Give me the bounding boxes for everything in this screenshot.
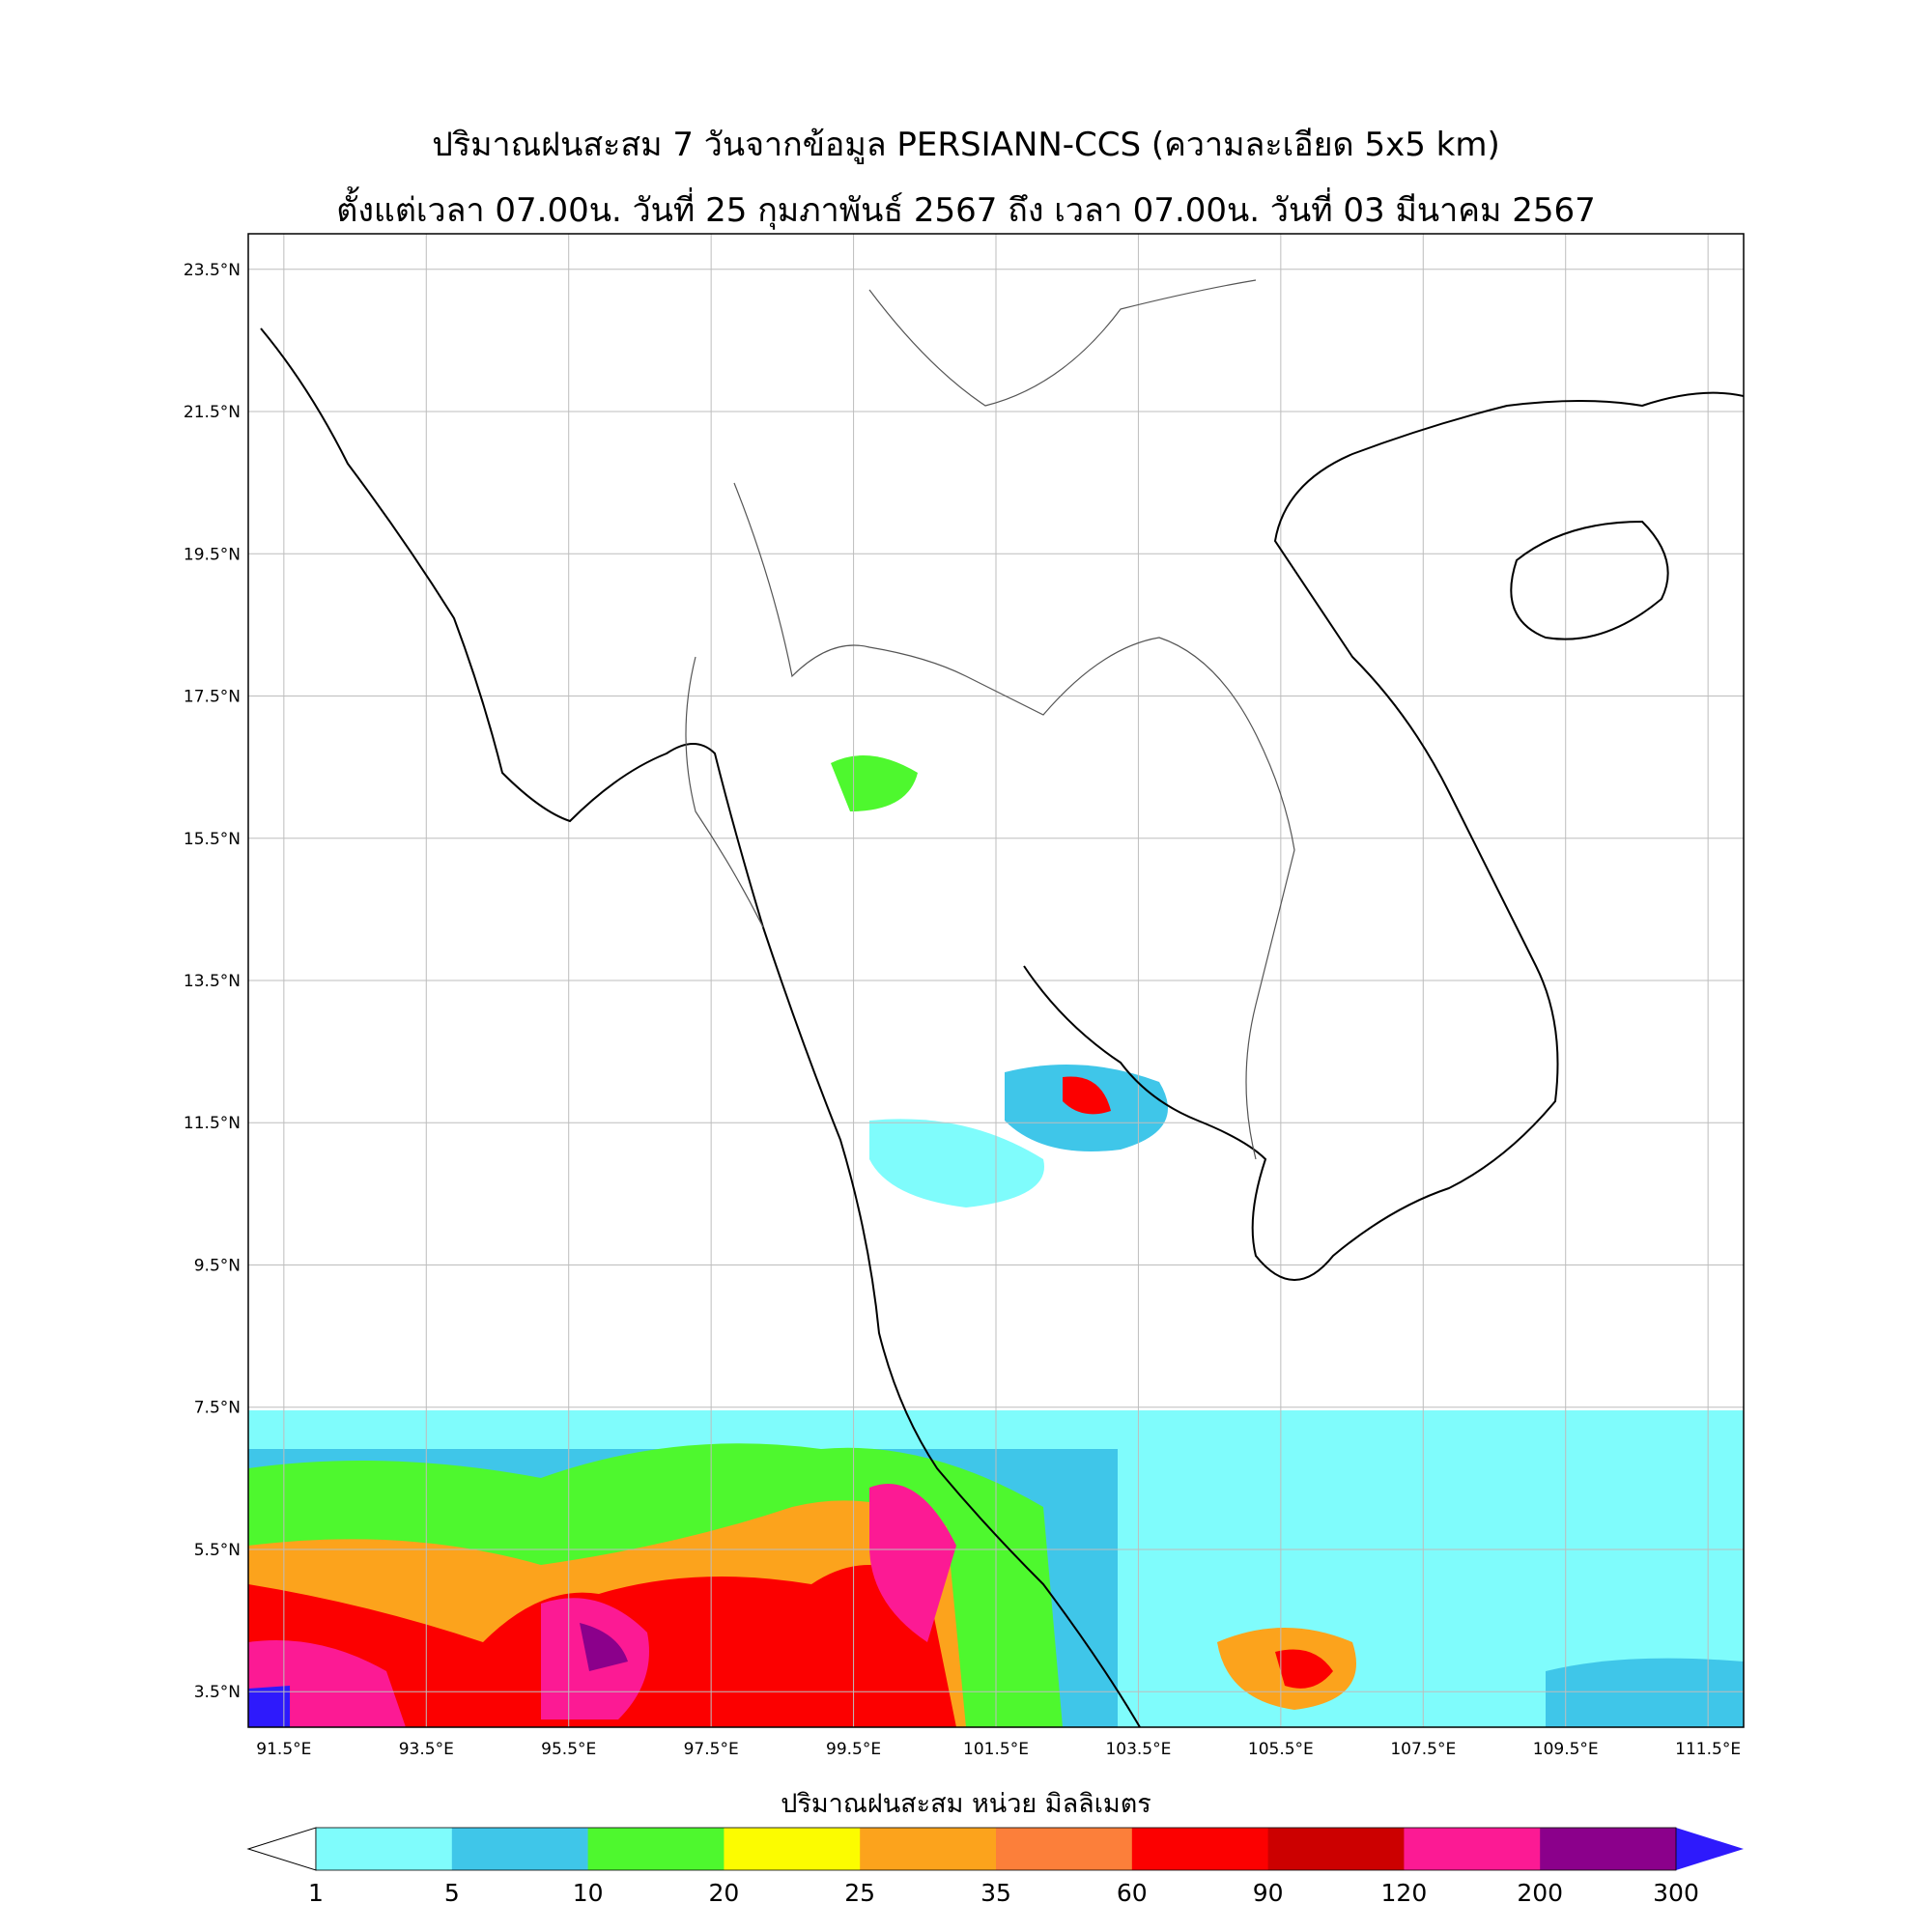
map-frame: [247, 233, 1745, 1728]
colorbar-over-arrow: [1676, 1828, 1744, 1870]
lat-tick-label: 17.5°N: [184, 688, 241, 707]
lat-tick-label: 23.5°N: [184, 261, 241, 280]
gridlines: [248, 234, 1744, 1727]
colorbar-swatch: [316, 1828, 453, 1870]
lat-tick-label: 21.5°N: [184, 403, 241, 422]
lon-tick-label: 107.5°E: [1390, 1740, 1456, 1759]
colorbar-level-label: 120: [1381, 1879, 1428, 1907]
lon-tick-label: 103.5°E: [1105, 1740, 1171, 1759]
colorbar-level-label: 10: [573, 1879, 604, 1907]
colorbar-level-label: 5: [444, 1879, 460, 1907]
lat-tick-label: 13.5°N: [184, 972, 241, 991]
lat-tick-label: 15.5°N: [184, 830, 241, 849]
rainfall-field: [248, 755, 1744, 1727]
colorbar-swatch: [1540, 1828, 1677, 1870]
rain-cell-gulf2: [869, 1119, 1044, 1208]
rain-core-max: [248, 1686, 290, 1727]
colorbar-level-label: 60: [1117, 1879, 1148, 1907]
colorbar-level-label: 35: [980, 1879, 1011, 1907]
map-title-line1: ปริมาณฝนสะสม 7 วันจากข้อมูล PERSIANN-CCS…: [432, 126, 1500, 164]
colorbar-swatch: [724, 1828, 861, 1870]
colorbar-level-label: 90: [1253, 1879, 1284, 1907]
lon-tick-label: 93.5°E: [399, 1740, 454, 1759]
coastline-west: [260, 327, 1141, 1727]
lon-tick-label: 109.5°E: [1533, 1740, 1599, 1759]
lat-tick-label: 5.5°N: [194, 1541, 241, 1560]
lon-tick-label: 95.5°E: [541, 1740, 596, 1759]
colorbar-level-label: 25: [844, 1879, 875, 1907]
border-laos-thailand: [733, 482, 1295, 1160]
colorbar-swatch: [996, 1828, 1133, 1870]
lon-tick-label: 105.5°E: [1248, 1740, 1314, 1759]
rain-core-peninsula: [869, 1484, 956, 1642]
map-title-line2: ตั้งแต่เวลา 07.00น. วันที่ 25 กุมภาพันธ์…: [336, 191, 1596, 230]
colorbar-swatch: [1267, 1828, 1405, 1870]
colorbar-swatch: [587, 1828, 724, 1870]
rain-band-southeast: [1546, 1658, 1744, 1727]
colorbar: 1 5 10 20 25 35 60 90 120 200 300: [246, 1827, 1744, 1907]
border-china: [868, 279, 1257, 407]
lon-tick-label: 91.5°E: [256, 1740, 311, 1759]
colorbar-swatch: [451, 1828, 589, 1870]
rain-core-purple: [580, 1623, 628, 1671]
lat-tick-label: 11.5°N: [184, 1114, 241, 1133]
colorbar-level-label: 300: [1653, 1879, 1699, 1907]
colorbar-under-arrow: [246, 1827, 317, 1871]
hainan-island: [1510, 520, 1669, 640]
rain-cell-north: [831, 755, 918, 811]
rain-cell-gulf-core: [1063, 1076, 1111, 1115]
colorbar-swatch: [860, 1828, 997, 1870]
colorbar-level-label: 20: [708, 1879, 739, 1907]
border-myanmar-thailand: [685, 656, 764, 928]
colorbar-frame: [315, 1827, 1677, 1871]
colorbar-level-label: 1: [308, 1879, 324, 1907]
country-borders: [685, 279, 1295, 1160]
lat-tick-label: 3.5°N: [194, 1683, 241, 1702]
lon-tick-label: 101.5°E: [963, 1740, 1029, 1759]
lat-tick-label: 7.5°N: [194, 1399, 241, 1418]
lat-tick-label: 9.5°N: [194, 1256, 241, 1275]
colorbar-swatch: [1131, 1828, 1269, 1870]
lon-tick-label: 97.5°E: [684, 1740, 739, 1759]
lat-tick-label: 19.5°N: [184, 545, 241, 564]
rain-cell-east-core: [1275, 1649, 1333, 1689]
axis-ticks: 91.5°E 93.5°E 95.5°E 97.5°E 99.5°E 101.5°E 103…: [184, 261, 1741, 1759]
coastline-east: [1023, 391, 1744, 1281]
lon-tick-label: 99.5°E: [826, 1740, 881, 1759]
lon-tick-label: 111.5°E: [1675, 1740, 1741, 1759]
colorbar-title: ปริมาณฝนสะสม หน่วย มิลลิเมตร: [781, 1789, 1151, 1819]
colorbar-level-label: 200: [1517, 1879, 1563, 1907]
colorbar-swatch: [1404, 1828, 1541, 1870]
